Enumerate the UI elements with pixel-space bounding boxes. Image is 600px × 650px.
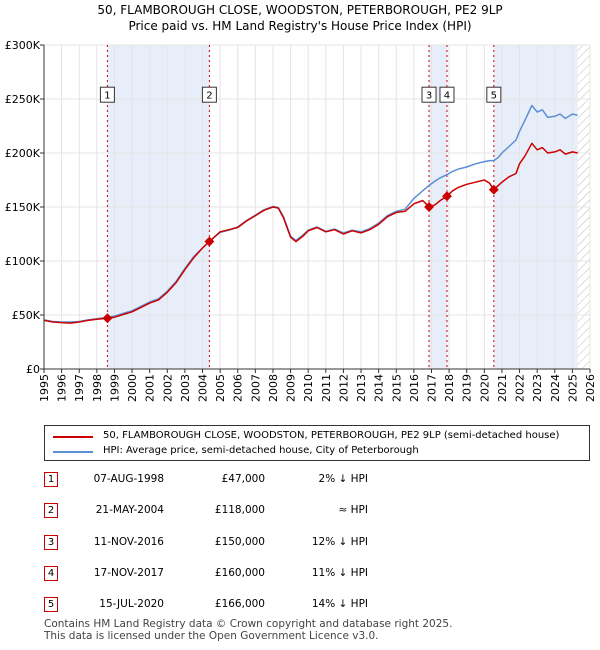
x-tick-label: 1999 bbox=[108, 374, 121, 402]
x-tick-label: 2009 bbox=[285, 374, 298, 402]
x-tick-label: 2020 bbox=[478, 374, 491, 402]
transaction-hpi-comparison: ≈ HPI bbox=[338, 504, 368, 516]
footer-copyright: Contains HM Land Registry data © Crown c… bbox=[44, 618, 453, 630]
x-tick-label: 2008 bbox=[267, 374, 280, 402]
sale-number-label: 3 bbox=[426, 91, 432, 102]
x-tick-label: 1995 bbox=[38, 374, 51, 402]
y-tick-label: £0 bbox=[26, 363, 40, 376]
legend-label-hpi: HPI: Average price, semi-detached house,… bbox=[103, 445, 419, 456]
x-tick-label: 2015 bbox=[390, 374, 403, 402]
transaction-date: 11-NOV-2016 bbox=[93, 536, 164, 548]
transaction-price: £47,000 bbox=[221, 473, 265, 485]
chart-subtitle: Price paid vs. HM Land Registry's House … bbox=[128, 19, 472, 33]
transaction-row: 2 21-MAY-2004 £118,000 ≈ HPI bbox=[44, 503, 544, 519]
x-tick-label: 2023 bbox=[531, 374, 544, 402]
y-tick-label: £250K bbox=[5, 93, 41, 106]
x-tick-label: 2006 bbox=[232, 374, 245, 402]
price-chart: 1 2 3 4 5 £0 £50K £100K £150K £200K £250K £300K 199… bbox=[5, 39, 597, 402]
sale-point-marker bbox=[204, 236, 215, 247]
transaction-date: 17-NOV-2017 bbox=[93, 567, 164, 579]
transaction-date: 07-AUG-1998 bbox=[93, 473, 164, 485]
transaction-price: £118,000 bbox=[214, 504, 265, 516]
sale-number-box bbox=[99, 86, 115, 103]
x-tick-label: 2017 bbox=[425, 374, 438, 402]
x-tick-label: 2001 bbox=[144, 374, 157, 402]
y-tick-label: £150K bbox=[5, 201, 41, 214]
transaction-hpi-comparison: 11% ↓ HPI bbox=[311, 567, 368, 579]
x-tick-label: 2007 bbox=[249, 374, 262, 402]
x-tick-label: 2000 bbox=[126, 374, 139, 402]
legend-swatch-hpi bbox=[53, 451, 93, 453]
x-tick-label: 2012 bbox=[337, 374, 350, 402]
transaction-number-badge: 1 bbox=[44, 472, 58, 487]
x-tick-label: 2010 bbox=[302, 374, 315, 402]
x-tick-label: 1997 bbox=[73, 374, 86, 402]
x-tick-label: 2021 bbox=[496, 374, 509, 402]
sale-number-box bbox=[486, 86, 502, 103]
x-tick-label: 2004 bbox=[197, 374, 210, 402]
sale-number-box bbox=[439, 86, 455, 103]
y-tick-label: £100K bbox=[5, 255, 41, 268]
transaction-row: 5 15-JUL-2020 £166,000 14% ↓ HPI bbox=[44, 597, 544, 613]
legend-label-property: 50, FLAMBOROUGH CLOSE, WOODSTON, PETERBO… bbox=[103, 430, 560, 441]
y-tick-label: £300K bbox=[5, 39, 41, 52]
x-tick-label: 2018 bbox=[443, 374, 456, 402]
transaction-hpi-comparison: 12% ↓ HPI bbox=[311, 536, 368, 548]
x-tick-label: 2019 bbox=[461, 374, 474, 402]
transaction-hpi-comparison: 2% ↓ HPI bbox=[318, 473, 368, 485]
sale-point-marker bbox=[424, 202, 434, 212]
transaction-date: 21-MAY-2004 bbox=[95, 504, 164, 516]
chart-title-address: 50, FLAMBOROUGH CLOSE, WOODSTON, PETERBO… bbox=[97, 3, 503, 17]
x-tick-label: 1998 bbox=[91, 374, 104, 402]
x-tick-label: 2014 bbox=[373, 374, 386, 402]
sale-number-label: 4 bbox=[444, 91, 450, 102]
x-tick-label: 1996 bbox=[56, 374, 69, 402]
transaction-price: £160,000 bbox=[214, 567, 265, 579]
transaction-number-badge: 3 bbox=[44, 535, 58, 550]
y-tick-label: £50K bbox=[12, 309, 41, 322]
sale-number-box bbox=[201, 86, 217, 103]
legend-swatch-property bbox=[53, 436, 93, 438]
sale-number-label: 2 bbox=[206, 91, 212, 102]
sale-number-label: 5 bbox=[491, 91, 497, 102]
transaction-row: 3 11-NOV-2016 £150,000 12% ↓ HPI bbox=[44, 535, 544, 551]
x-tick-label: 2011 bbox=[320, 374, 333, 402]
footer-licence: This data is licensed under the Open Gov… bbox=[44, 630, 379, 642]
sale-point-marker bbox=[442, 191, 452, 202]
x-tick-label: 2024 bbox=[549, 374, 562, 402]
transaction-number-badge: 4 bbox=[44, 566, 58, 581]
sale-number-label: 1 bbox=[104, 91, 110, 102]
x-tick-label: 2026 bbox=[584, 374, 597, 402]
transaction-price: £150,000 bbox=[214, 536, 265, 548]
transaction-price: £166,000 bbox=[214, 598, 265, 610]
property-price-line bbox=[43, 142, 578, 324]
x-tick-label: 2002 bbox=[161, 374, 174, 402]
sale-number-box bbox=[421, 86, 437, 103]
transaction-date: 15-JUL-2020 bbox=[99, 598, 164, 610]
transaction-hpi-comparison: 14% ↓ HPI bbox=[311, 598, 368, 610]
chart-legend: 50, FLAMBOROUGH CLOSE, WOODSTON, PETERBO… bbox=[44, 425, 590, 461]
x-tick-label: 2005 bbox=[214, 374, 227, 402]
sale-point-marker bbox=[488, 184, 499, 195]
x-tick-label: 2016 bbox=[408, 374, 421, 402]
footer-attribution: Contains HM Land Registry data © Crown c… bbox=[44, 618, 452, 642]
transaction-row: 4 17-NOV-2017 £160,000 11% ↓ HPI bbox=[44, 566, 544, 582]
transaction-number-badge: 5 bbox=[44, 597, 58, 612]
transaction-number-badge: 2 bbox=[44, 503, 58, 518]
x-tick-label: 2025 bbox=[566, 374, 579, 402]
x-tick-label: 2003 bbox=[179, 374, 192, 402]
transaction-row: 1 07-AUG-1998 £47,000 2% ↓ HPI bbox=[44, 472, 544, 488]
x-tick-label: 2022 bbox=[514, 374, 527, 402]
x-tick-label: 2013 bbox=[355, 374, 368, 402]
y-tick-label: £200K bbox=[5, 147, 41, 160]
